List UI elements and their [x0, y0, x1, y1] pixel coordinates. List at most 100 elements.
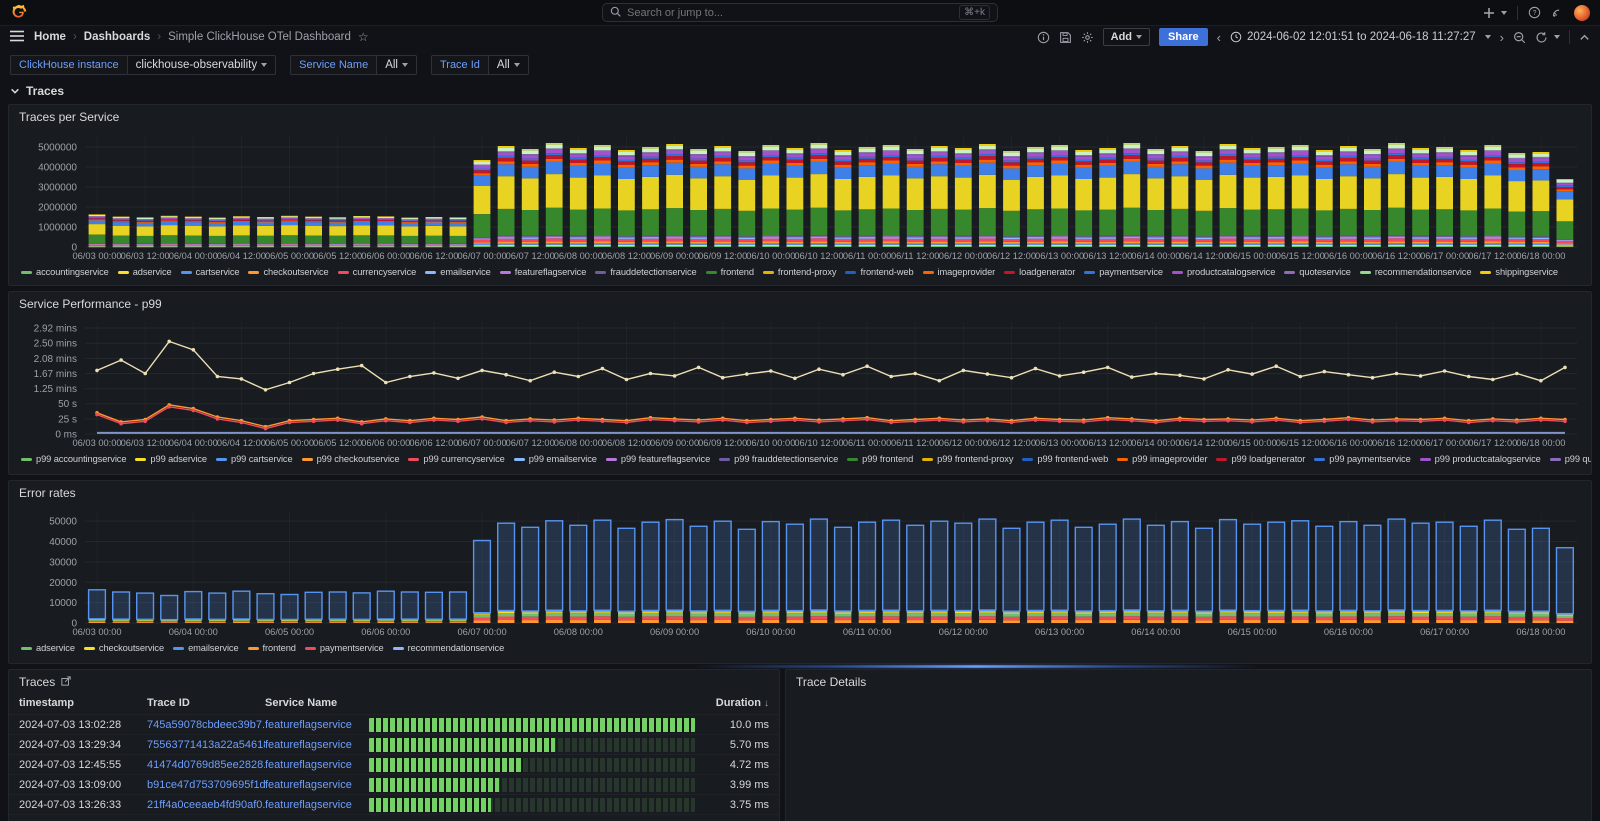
legend-item[interactable]: cartservice — [180, 267, 240, 277]
panel-title[interactable]: Service Performance - p99 — [19, 297, 162, 311]
legend-item[interactable]: emailservice — [425, 267, 491, 277]
cell-trace-id-link[interactable]: 41474d0769d85ee2828... — [147, 758, 265, 771]
panel-title[interactable]: Error rates — [19, 486, 76, 500]
variable-label[interactable]: ClickHouse instance — [10, 55, 128, 75]
table-row[interactable]: 2024-07-03 13:26:33 21ff4a0ceeaeb4fd90af0… — [9, 795, 779, 815]
legend-item[interactable]: p99 frontend-proxy — [922, 454, 1014, 464]
legend-item[interactable]: p99 productcatalogservice — [1419, 454, 1541, 464]
legend-item[interactable]: paymentservice — [1084, 267, 1163, 277]
legend-item[interactable]: frontend-proxy — [762, 267, 837, 277]
cell-trace-id-link[interactable]: 745a59078cbdeec39b7... — [147, 718, 265, 731]
legend-item[interactable]: p99 cartservice — [216, 454, 293, 464]
traces-per-service-chart[interactable]: 0 1000000 2000000 3000000 4000000 5000000 06/0… — [9, 127, 1589, 263]
time-range-forward-icon[interactable]: › — [1499, 29, 1504, 45]
table-row[interactable]: 2024-07-03 13:09:00 b91ce47d753709695f1d.… — [9, 775, 779, 795]
legend-item[interactable]: frauddetectionservice — [595, 267, 697, 277]
cell-service-link[interactable]: featureflagservice — [265, 738, 352, 751]
save-dashboard-icon[interactable] — [1059, 31, 1072, 44]
variable-control: Trace Id All — [430, 55, 529, 75]
legend-item[interactable]: p99 frauddetectionservice — [719, 454, 838, 464]
legend-item[interactable]: p99 frontend — [847, 454, 913, 464]
column-header-duration[interactable]: Duration ↓ — [715, 697, 769, 709]
legend-item[interactable]: adservice — [117, 267, 172, 277]
column-header-timestamp[interactable]: timestamp — [19, 697, 75, 709]
variable-value-dropdown[interactable]: All — [377, 55, 417, 75]
add-new-button[interactable] — [1483, 7, 1507, 19]
legend-item[interactable]: quoteservice — [1284, 267, 1351, 277]
legend-item[interactable]: paymentservice — [304, 643, 384, 653]
legend-item[interactable]: p99 adservice — [135, 454, 207, 464]
legend-item[interactable]: adservice — [21, 643, 75, 653]
legend-item[interactable]: frontend — [247, 643, 296, 653]
legend-item[interactable]: checkoutservice — [83, 643, 164, 653]
cell-trace-id-link[interactable]: b91ce47d753709695f1d... — [147, 778, 265, 791]
variable-label[interactable]: Trace Id — [430, 55, 489, 75]
search-input[interactable] — [627, 6, 954, 19]
add-panel-button[interactable]: Add — [1102, 28, 1151, 46]
panel-title[interactable]: Trace Details — [796, 675, 867, 689]
cell-service-link[interactable]: featureflagservice — [265, 778, 352, 791]
user-avatar[interactable] — [1574, 4, 1590, 21]
panel-title[interactable]: Traces — [9, 670, 779, 692]
table-row[interactable]: 2024-07-03 13:29:34 75563771413a22a54618.… — [9, 735, 779, 755]
legend-item[interactable]: p99 paymentservice — [1314, 454, 1411, 464]
collapse-toolbar-icon[interactable] — [1579, 32, 1590, 43]
cell-trace-id-link[interactable]: 21ff4a0ceeaeb4fd90af0... — [147, 798, 265, 811]
cell-service-link[interactable]: featureflagservice — [265, 758, 352, 771]
legend-item[interactable]: shippingservice — [1480, 267, 1558, 277]
legend-item[interactable]: p99 loadgenerator — [1216, 454, 1305, 464]
news-icon[interactable] — [1551, 6, 1564, 19]
legend-item[interactable]: productcatalogservice — [1171, 267, 1275, 277]
favorite-star-icon[interactable]: ☆ — [357, 30, 369, 44]
legend-item[interactable]: p99 imageprovider — [1117, 454, 1208, 464]
zoom-out-icon[interactable] — [1513, 31, 1526, 44]
svg-text:2000000: 2000000 — [38, 203, 77, 214]
column-header-service-name[interactable]: Service Name — [265, 697, 338, 709]
panel-links-icon[interactable] — [61, 675, 71, 689]
grafana-logo[interactable] — [10, 4, 28, 22]
service-performance-chart[interactable]: 0 ms 25 s 50 s 1.25 mins 1.67 mins 2.08 mins 2… — [9, 314, 1589, 450]
legend-item[interactable]: p99 accountingservice — [21, 454, 127, 464]
refresh-icon[interactable] — [1535, 31, 1560, 44]
table-row[interactable]: 2024-07-03 13:02:28 745a59078cbdeec39b7..… — [9, 715, 779, 735]
variable-value-dropdown[interactable]: clickhouse-observability — [127, 55, 277, 75]
dashboard-insights-icon[interactable] — [1037, 31, 1050, 44]
error-rates-chart[interactable]: 0 10000 20000 30000 40000 50000 06/03 00:00 06/… — [9, 503, 1589, 639]
column-header-trace-id[interactable]: Trace ID — [147, 697, 190, 709]
breadcrumb-item[interactable]: Dashboards — [83, 31, 151, 43]
cell-service-link[interactable]: featureflagservice — [265, 718, 352, 731]
table-row[interactable]: 2024-07-03 12:45:55 41474d0769d85ee2828..… — [9, 755, 779, 775]
variable-value-dropdown[interactable]: All — [488, 55, 529, 75]
time-range-picker[interactable]: 2024-06-02 12:01:51 to 2024-06-18 11:27:… — [1230, 31, 1491, 43]
legend-item[interactable]: p99 featureflagservice — [605, 454, 710, 464]
legend-item[interactable]: checkoutservice — [248, 267, 329, 277]
legend-item[interactable]: frontend — [705, 267, 754, 277]
help-icon[interactable]: ? — [1528, 6, 1541, 19]
legend-item[interactable]: p99 quoteservice — [1549, 454, 1591, 464]
legend-item[interactable]: recommendationservice — [392, 643, 504, 653]
share-button[interactable]: Share — [1159, 28, 1208, 46]
legend-item[interactable]: p99 currencyservice — [408, 454, 505, 464]
cell-service-link[interactable]: featureflagservice — [265, 798, 352, 811]
breadcrumb-item[interactable]: Simple ClickHouse OTel Dashboard — [168, 31, 351, 43]
legend-item[interactable]: recommendationservice — [1359, 267, 1472, 277]
variable-label[interactable]: Service Name — [290, 55, 378, 75]
legend-item[interactable]: imageprovider — [922, 267, 995, 277]
breadcrumb-item[interactable]: Home — [34, 31, 66, 43]
legend-item[interactable]: p99 checkoutservice — [301, 454, 400, 464]
cell-trace-id-link[interactable]: 75563771413a22a54618... — [147, 738, 265, 751]
legend-item[interactable]: frontend-web — [845, 267, 914, 277]
search-bar[interactable]: ⌘+k — [602, 3, 998, 22]
time-range-back-icon[interactable]: ‹ — [1216, 29, 1221, 45]
legend-item[interactable]: featureflagservice — [499, 267, 586, 277]
legend-item[interactable]: p99 frontend-web — [1022, 454, 1108, 464]
legend-item[interactable]: currencyservice — [337, 267, 416, 277]
menu-hamburger-icon[interactable] — [10, 30, 24, 45]
panel-title[interactable]: Traces per Service — [19, 110, 120, 124]
legend-item[interactable]: emailservice — [173, 643, 239, 653]
legend-item[interactable]: accountingservice — [21, 267, 109, 277]
legend-item[interactable]: loadgenerator — [1004, 267, 1075, 277]
section-header-traces[interactable]: Traces — [0, 82, 1600, 104]
dashboard-settings-icon[interactable] — [1081, 31, 1094, 44]
legend-item[interactable]: p99 emailservice — [513, 454, 597, 464]
